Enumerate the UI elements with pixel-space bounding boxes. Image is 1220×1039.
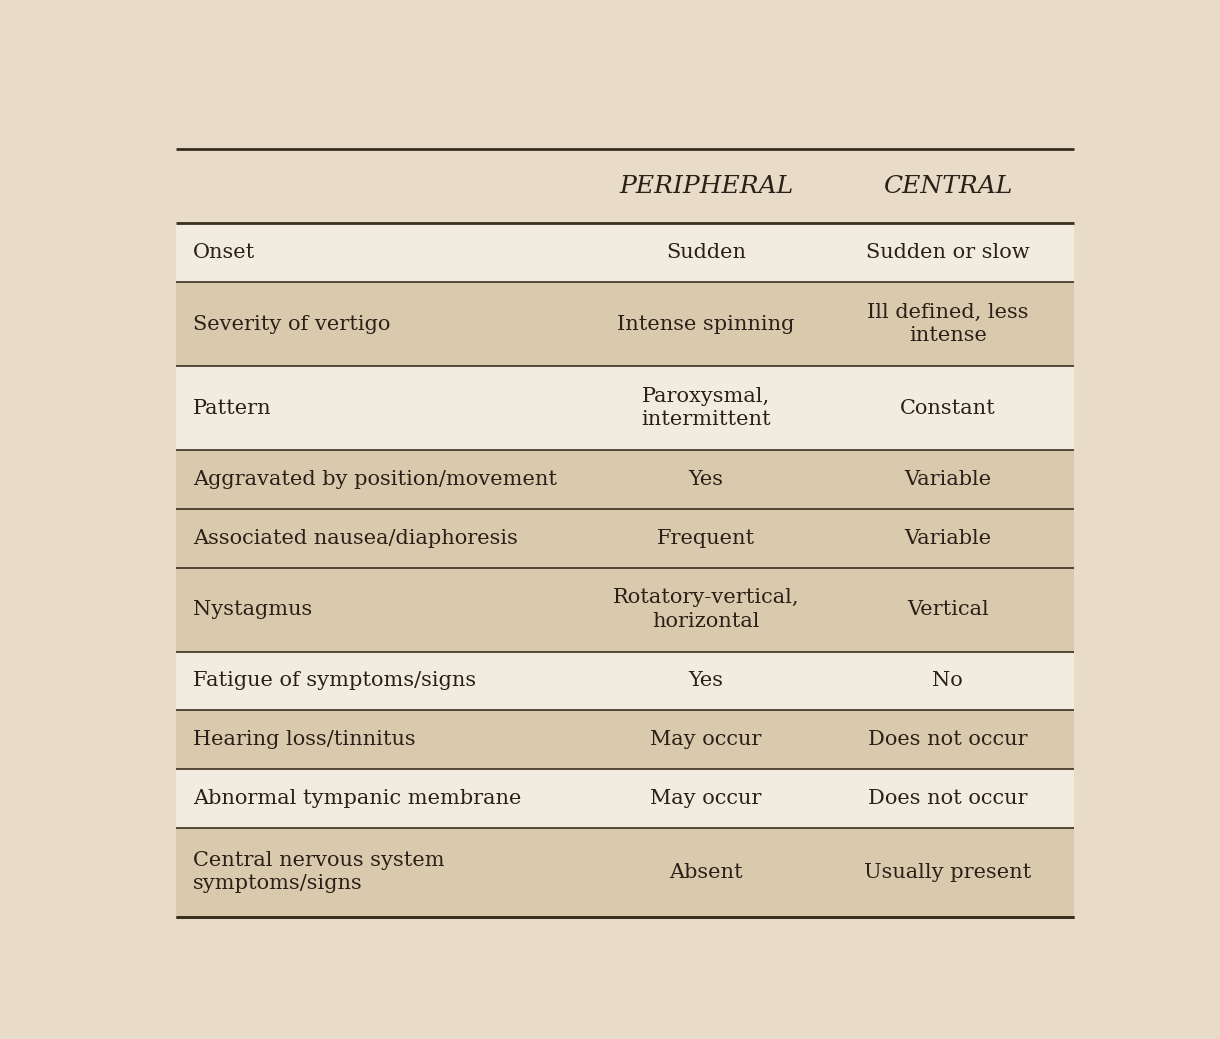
Text: Aggravated by position/movement: Aggravated by position/movement: [193, 470, 558, 489]
Text: Ill defined, less
intense: Ill defined, less intense: [867, 303, 1028, 345]
Text: Rotatory-vertical,
horizontal: Rotatory-vertical, horizontal: [612, 588, 799, 631]
Bar: [176, 450, 1075, 509]
Text: Absent: Absent: [670, 862, 743, 882]
Text: Variable: Variable: [904, 529, 992, 548]
Text: Does not occur: Does not occur: [867, 789, 1027, 807]
Text: Associated nausea/diaphoresis: Associated nausea/diaphoresis: [193, 529, 518, 548]
Text: Yes: Yes: [688, 671, 723, 691]
Bar: [176, 366, 1075, 450]
Text: Paroxysmal,
intermittent: Paroxysmal, intermittent: [642, 387, 771, 429]
Text: No: No: [932, 671, 963, 691]
Text: Pattern: Pattern: [193, 399, 272, 418]
Text: Constant: Constant: [900, 399, 996, 418]
Text: Sudden: Sudden: [666, 243, 747, 262]
Bar: [176, 827, 1075, 916]
Text: Intense spinning: Intense spinning: [617, 315, 794, 334]
Bar: [176, 149, 1075, 223]
Text: Sudden or slow: Sudden or slow: [866, 243, 1030, 262]
Text: CENTRAL: CENTRAL: [883, 175, 1013, 197]
Bar: [176, 509, 1075, 567]
Bar: [176, 651, 1075, 711]
Text: Abnormal tympanic membrane: Abnormal tympanic membrane: [193, 789, 521, 807]
Text: Vertical: Vertical: [906, 601, 988, 619]
Bar: [176, 223, 1075, 282]
Bar: [176, 282, 1075, 366]
Text: May occur: May occur: [650, 789, 761, 807]
Bar: [176, 567, 1075, 651]
Text: May occur: May occur: [650, 730, 761, 749]
Bar: [176, 711, 1075, 769]
Text: Variable: Variable: [904, 470, 992, 489]
Text: Usually present: Usually present: [864, 862, 1031, 882]
Text: Nystagmus: Nystagmus: [193, 601, 312, 619]
Text: Hearing loss/tinnitus: Hearing loss/tinnitus: [193, 730, 416, 749]
Bar: [176, 769, 1075, 827]
Text: Does not occur: Does not occur: [867, 730, 1027, 749]
Text: Central nervous system
symptoms/signs: Central nervous system symptoms/signs: [193, 851, 445, 894]
Text: Frequent: Frequent: [658, 529, 755, 548]
Text: PERIPHERAL: PERIPHERAL: [619, 175, 793, 197]
Text: Severity of vertigo: Severity of vertigo: [193, 315, 390, 334]
Text: Onset: Onset: [193, 243, 255, 262]
Text: Fatigue of symptoms/signs: Fatigue of symptoms/signs: [193, 671, 476, 691]
Text: Yes: Yes: [688, 470, 723, 489]
